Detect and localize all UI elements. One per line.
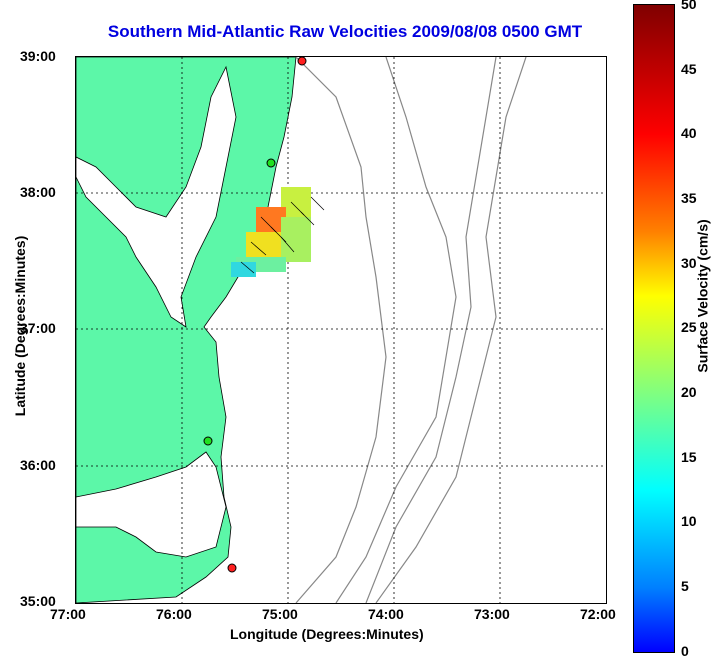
map-svg: [76, 57, 606, 603]
colorbar-tick: 30: [681, 255, 697, 271]
colorbar-label: Surface Velocity (cm/s): [694, 219, 711, 373]
y-tick: 35:00: [20, 593, 56, 609]
map-title: Southern Mid-Atlantic Raw Velocities 200…: [107, 22, 583, 41]
colorbar-tick: 15: [681, 449, 697, 465]
y-tick: 36:00: [20, 457, 56, 473]
colorbar-tick: 25: [681, 319, 697, 335]
grid-lines: [76, 57, 606, 603]
y-tick: 37:00: [20, 320, 56, 336]
colorbar-tick: 0: [681, 643, 689, 659]
y-tick: 39:00: [20, 48, 56, 64]
bathymetry-contour: [335, 57, 457, 603]
x-tick: 74:00: [368, 606, 404, 622]
x-axis-label: Longitude (Degrees:Minutes): [230, 626, 424, 642]
station-marker: [203, 436, 213, 446]
station-marker: [266, 158, 276, 168]
chesapeake-bay: [76, 65, 237, 328]
colorbar: [633, 4, 675, 653]
x-tick: 75:00: [262, 606, 298, 622]
colorbar-tick: 40: [681, 125, 697, 141]
x-tick: 73:00: [474, 606, 510, 622]
velocity-field: [231, 187, 325, 277]
colorbar-tick: 5: [681, 578, 689, 594]
bathymetry-contour: [365, 57, 497, 603]
x-tick: 72:00: [580, 606, 616, 622]
x-tick: 77:00: [50, 606, 86, 622]
station-marker: [297, 57, 307, 66]
station-marker: [227, 563, 237, 573]
colorbar-tick: 10: [681, 513, 697, 529]
bathymetry-contour: [375, 57, 527, 603]
y-tick: 38:00: [20, 184, 56, 200]
colorbar-tick: 45: [681, 61, 697, 77]
x-tick: 76:00: [156, 606, 192, 622]
y-axis-label: Latitude (Degrees:Minutes): [12, 235, 29, 417]
map-plot[interactable]: [75, 56, 607, 604]
colorbar-tick: 50: [681, 0, 697, 12]
colorbar-tick: 20: [681, 384, 697, 400]
colorbar-tick: 35: [681, 190, 697, 206]
bathymetry-contour: [295, 57, 387, 603]
land-mass: [76, 57, 297, 603]
pamlico-sound: [76, 451, 227, 558]
